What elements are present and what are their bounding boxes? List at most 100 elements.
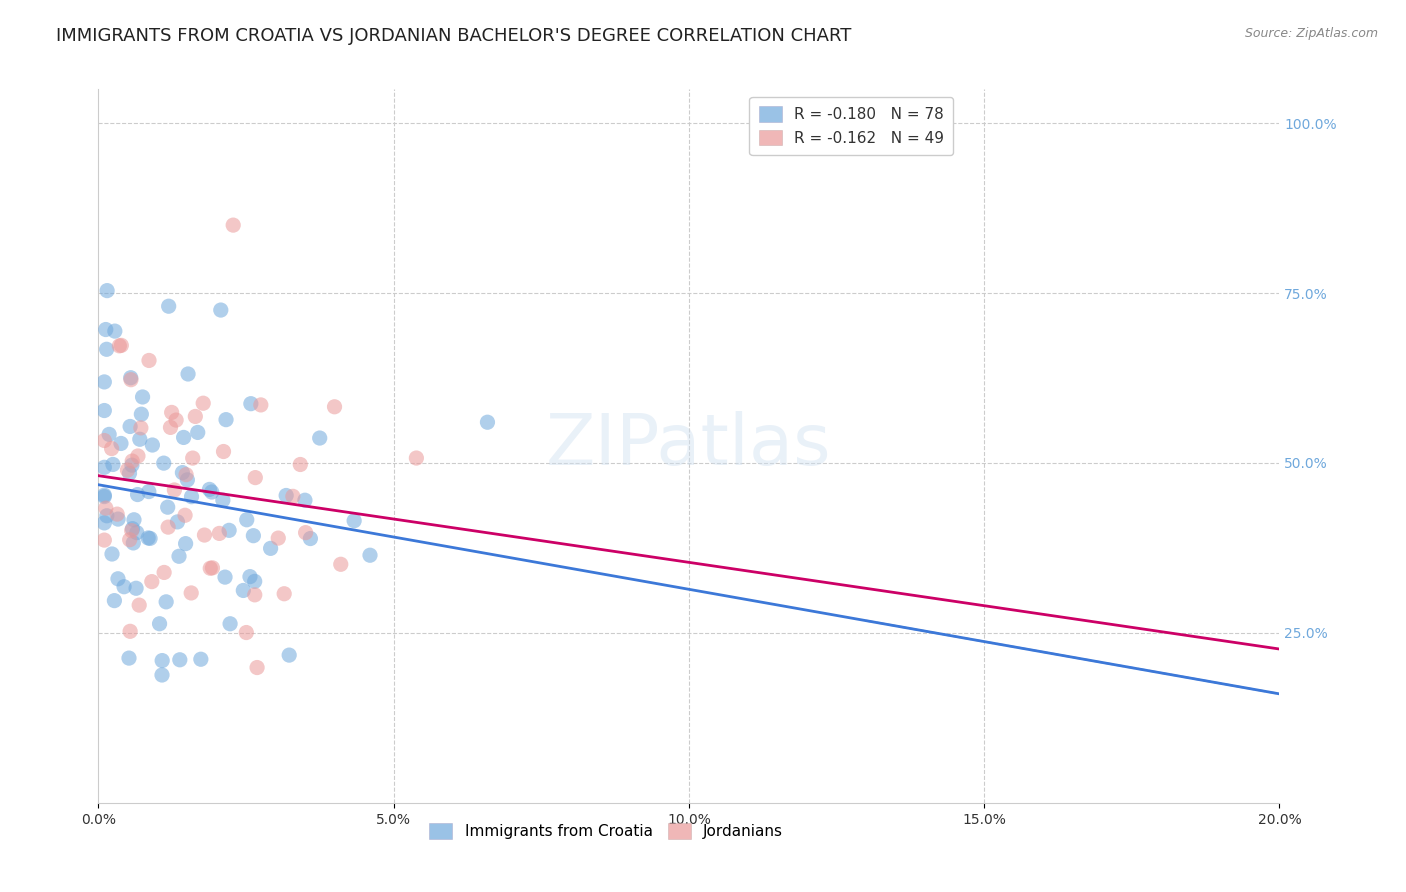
Point <box>96 284 118 298</box>
Point <box>93 488 115 502</box>
Point <box>141 574 163 589</box>
Point <box>166 515 188 529</box>
Point <box>267 531 290 545</box>
Point <box>93 434 115 448</box>
Point <box>243 588 266 602</box>
Point <box>323 400 346 414</box>
Point <box>201 485 224 500</box>
Point <box>150 654 173 668</box>
Point <box>278 648 301 662</box>
Point <box>187 425 209 440</box>
Point <box>148 616 170 631</box>
Point <box>118 651 141 665</box>
Point <box>181 451 204 466</box>
Point <box>121 522 143 536</box>
Point <box>201 561 224 575</box>
Point <box>138 484 160 499</box>
Point <box>136 531 159 545</box>
Point <box>128 432 150 446</box>
Point <box>96 508 118 523</box>
Point <box>112 580 135 594</box>
Point <box>93 516 115 530</box>
Point <box>93 460 115 475</box>
Point <box>239 397 262 411</box>
Point <box>200 561 222 575</box>
Point <box>209 303 232 318</box>
Point <box>141 438 163 452</box>
Point <box>174 467 197 482</box>
Point <box>96 343 118 357</box>
Point <box>155 595 177 609</box>
Point <box>308 431 330 445</box>
Point <box>222 218 245 232</box>
Point <box>242 529 264 543</box>
Point <box>177 367 200 381</box>
Point <box>174 508 197 523</box>
Point <box>232 583 254 598</box>
Point <box>165 413 187 427</box>
Point <box>176 473 198 487</box>
Point <box>125 581 148 595</box>
Point <box>477 415 499 429</box>
Point <box>118 533 141 547</box>
Point <box>180 586 202 600</box>
Point <box>294 493 316 508</box>
Point <box>193 528 215 542</box>
Point <box>98 427 121 442</box>
Point <box>173 430 195 444</box>
Point <box>121 454 143 468</box>
Point <box>131 390 153 404</box>
Point <box>236 513 259 527</box>
Point <box>94 501 117 516</box>
Point <box>169 653 191 667</box>
Point <box>129 421 152 435</box>
Point <box>93 490 115 504</box>
Point <box>246 660 269 674</box>
Point <box>131 407 153 421</box>
Point <box>405 450 427 465</box>
Point <box>107 572 129 586</box>
Point <box>343 514 366 528</box>
Point <box>120 419 142 434</box>
Point <box>117 463 139 477</box>
Point <box>104 324 127 338</box>
Point <box>139 532 162 546</box>
Point <box>110 338 132 352</box>
Point <box>180 490 202 504</box>
Point <box>157 299 180 313</box>
Point <box>174 536 197 550</box>
Point <box>122 513 145 527</box>
Point <box>152 456 174 470</box>
Point <box>212 444 235 458</box>
Text: ZIPatlas: ZIPatlas <box>546 411 832 481</box>
Legend: Immigrants from Croatia, Jordanians: Immigrants from Croatia, Jordanians <box>423 817 789 845</box>
Point <box>219 616 242 631</box>
Point <box>127 449 149 463</box>
Point <box>198 483 221 497</box>
Point <box>100 442 122 456</box>
Point <box>276 488 298 502</box>
Point <box>103 593 125 607</box>
Point <box>359 548 381 562</box>
Point <box>215 412 238 426</box>
Point <box>245 470 267 484</box>
Point <box>163 483 186 497</box>
Point <box>120 370 142 384</box>
Point <box>110 436 132 450</box>
Point <box>239 569 262 583</box>
Point <box>93 375 115 389</box>
Point <box>93 533 115 547</box>
Point <box>193 396 215 410</box>
Point <box>122 536 145 550</box>
Point <box>160 405 183 419</box>
Point <box>125 525 148 540</box>
Point <box>259 541 281 556</box>
Point <box>243 574 266 589</box>
Point <box>156 500 179 515</box>
Point <box>120 624 142 639</box>
Point <box>159 420 181 434</box>
Point <box>108 339 131 353</box>
Point <box>281 489 304 503</box>
Point <box>299 532 322 546</box>
Point <box>93 403 115 417</box>
